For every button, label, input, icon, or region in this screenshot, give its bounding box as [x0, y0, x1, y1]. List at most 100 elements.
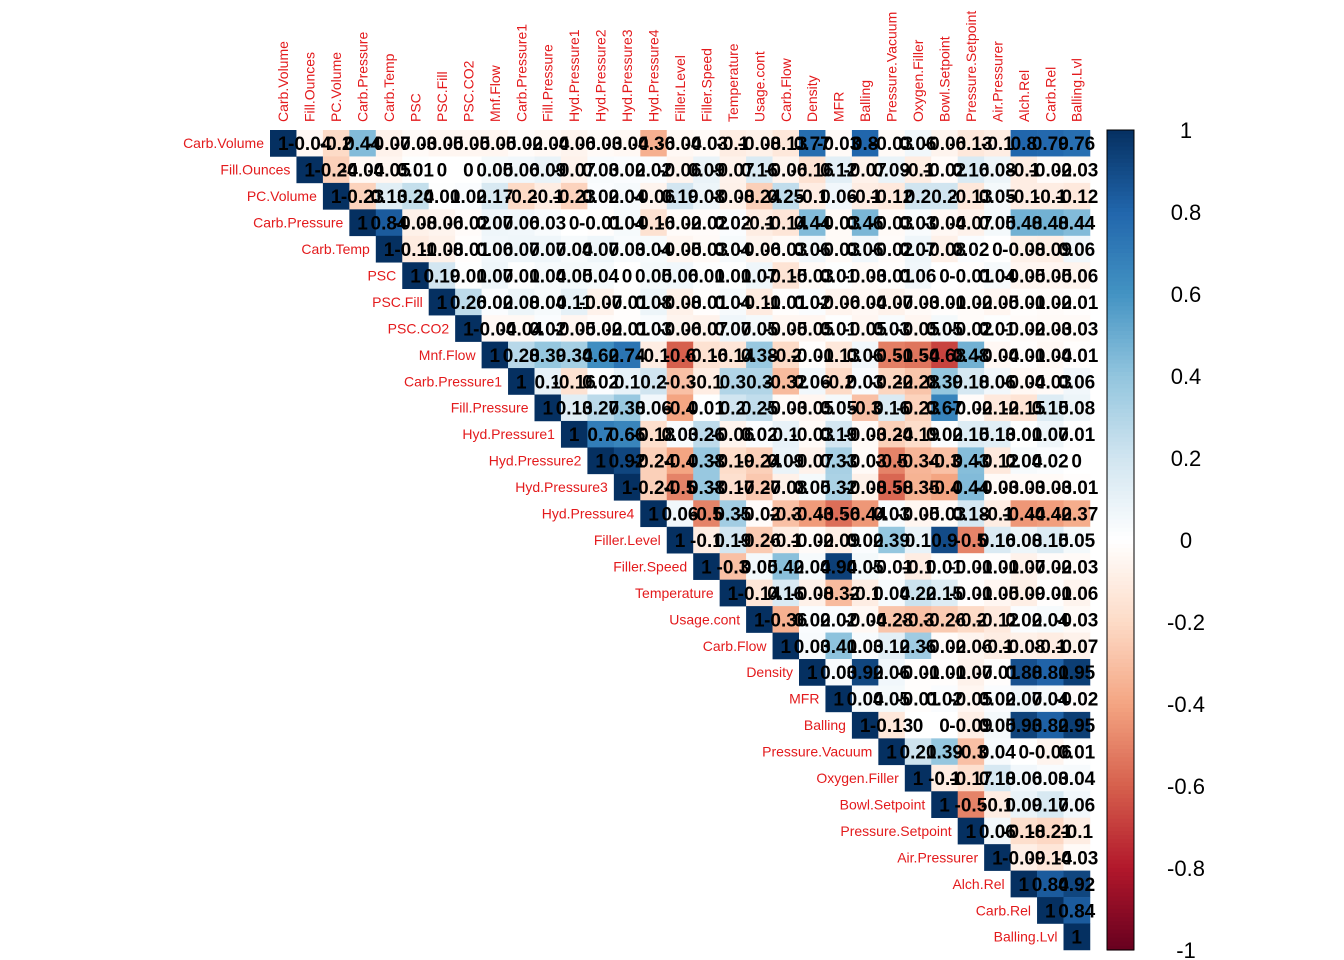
cell-value: 1 — [1071, 928, 1082, 949]
heatmap-cell — [878, 182, 906, 210]
heatmap-cell — [666, 341, 694, 369]
heatmap-cell — [957, 764, 985, 792]
heatmap-cell — [878, 447, 906, 475]
heatmap-cell — [693, 553, 720, 580]
heatmap-cell — [719, 500, 747, 528]
heatmap-cell — [984, 209, 1011, 237]
cell-value: 0.06 — [503, 161, 540, 182]
heatmap-cell — [825, 262, 853, 289]
colorbar-segment — [1107, 314, 1134, 320]
heatmap-cell — [560, 209, 588, 237]
cell-value: -0.28 — [896, 372, 939, 393]
cell-value: -0.02 — [579, 319, 622, 340]
heatmap-cell — [772, 526, 800, 554]
heatmap-cell — [349, 130, 377, 157]
heatmap-cell — [825, 341, 853, 369]
cell-value: -0.58 — [870, 478, 913, 499]
cell-value: 1 — [410, 266, 421, 287]
cell-value: -0.07 — [579, 293, 622, 314]
heatmap-cell — [746, 394, 773, 422]
cell-value: 0.05 — [979, 187, 1016, 208]
cell-value: 0.02 — [952, 240, 989, 261]
colorbar-segment — [1107, 822, 1134, 828]
heatmap-cell — [1010, 235, 1038, 263]
heatmap-cell — [666, 182, 694, 210]
colorbar-segment — [1107, 216, 1134, 221]
cell-value: -0.6 — [664, 346, 697, 367]
cell-value: -0.01 — [1055, 478, 1099, 499]
heatmap-cell — [1063, 526, 1091, 554]
cell-value: -0.05 — [791, 399, 835, 420]
colorbar-segment — [1107, 224, 1134, 229]
cell-value: 0.02 — [529, 319, 566, 340]
heatmap-cell — [904, 315, 932, 342]
colorbar-segment — [1107, 212, 1134, 217]
heatmap-cell — [455, 235, 482, 263]
heatmap-cell — [375, 182, 403, 210]
heatmap-cell — [1037, 394, 1064, 422]
cell-value: -0.05 — [896, 319, 940, 340]
colorbar-segment — [1107, 609, 1134, 615]
cell-value: -0.04 — [288, 134, 332, 155]
heatmap-cell — [481, 156, 509, 184]
cell-value: -0.1 — [637, 346, 670, 367]
heatmap-cell — [1010, 606, 1038, 633]
heatmap-cell — [851, 262, 879, 289]
heatmap-cell — [746, 420, 773, 448]
cell-value: 0.09 — [873, 161, 910, 182]
heatmap-cell — [1063, 341, 1091, 369]
heatmap-cell — [1037, 209, 1064, 237]
heatmap-cell — [534, 262, 562, 289]
heatmap-cell — [693, 130, 720, 157]
colorbar-segment — [1107, 154, 1134, 160]
heatmap-cell — [534, 235, 562, 263]
heatmap-cell — [1010, 156, 1038, 184]
cell-value: 0.17 — [1032, 795, 1069, 816]
cell-value: -0.09 — [949, 716, 992, 737]
cell-value: 0.21 — [900, 743, 937, 764]
heatmap-cell — [587, 235, 615, 263]
heatmap-cell — [825, 579, 853, 607]
cell-value: 0.19 — [820, 425, 857, 446]
cell-value: 0.01 — [397, 161, 434, 182]
cell-value: 1 — [860, 716, 871, 737]
colorbar-segment — [1107, 318, 1134, 324]
column-label: Fill.Ounces — [302, 52, 318, 122]
heatmap-cell — [1037, 685, 1064, 713]
heatmap-cell — [878, 711, 906, 739]
cell-value: 0.04 — [1005, 452, 1042, 473]
heatmap-cell — [746, 182, 773, 210]
colorbar-segment — [1107, 269, 1134, 275]
colorbar-segment — [1107, 498, 1134, 504]
heatmap-cell — [640, 341, 668, 369]
heatmap-cell — [560, 315, 588, 342]
heatmap-cell — [904, 394, 932, 422]
cell-value: -0.04 — [976, 346, 1020, 367]
heatmap-cell — [904, 262, 932, 289]
colorbar-segment — [1107, 252, 1134, 258]
heatmap-cell — [931, 632, 958, 660]
heatmap-cell — [746, 130, 773, 157]
cell-value: -0.1 — [743, 214, 776, 235]
cell-value: 0.07 — [582, 240, 619, 261]
colorbar-segment — [1107, 900, 1134, 906]
heatmap-cell — [984, 473, 1011, 501]
column-label: PSC — [407, 93, 423, 122]
heatmap-cell — [1037, 473, 1064, 501]
cell-value: -0.09 — [1002, 848, 1045, 869]
heatmap-cell — [693, 394, 720, 422]
heatmap-cell — [508, 235, 535, 263]
heatmap-cell — [799, 156, 826, 184]
row-label: Fill.Pressure — [451, 400, 529, 416]
heatmap-cell — [799, 526, 826, 554]
colorbar-tick-label: -0.4 — [1167, 692, 1205, 717]
colorbar-tick-label: 0.6 — [1171, 282, 1202, 307]
heatmap-cell — [1063, 130, 1091, 157]
heatmap-cell — [772, 579, 800, 607]
colorbar-segment — [1107, 371, 1134, 377]
heatmap-cell — [719, 209, 747, 237]
heatmap-cell — [508, 156, 535, 184]
cell-value: 0.42 — [767, 557, 804, 578]
heatmap-cell — [719, 368, 747, 395]
cell-value: -0.2 — [955, 610, 988, 631]
